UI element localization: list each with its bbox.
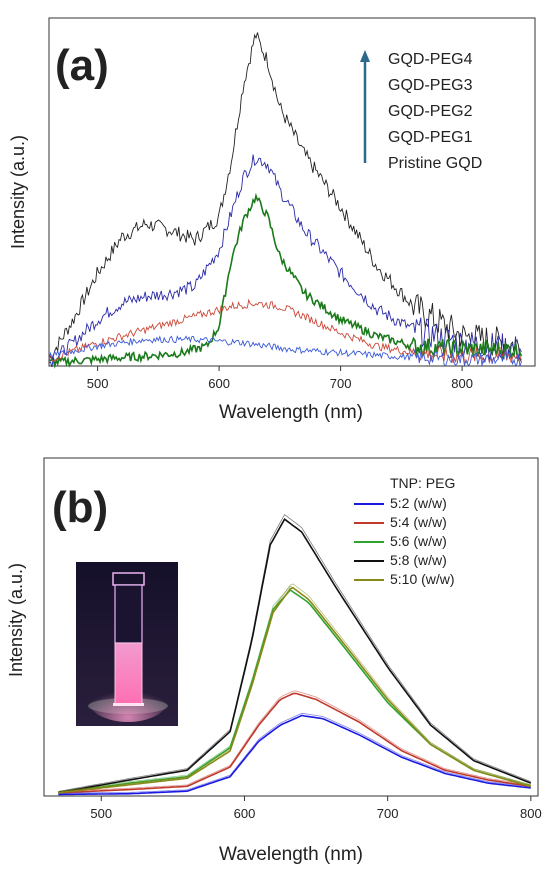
panel-b-series bbox=[58, 514, 532, 796]
cuvette-base bbox=[113, 703, 144, 706]
panel-b-series-line-1 bbox=[58, 692, 531, 794]
legend-entry-gqd-peg4: GQD-PEG4 bbox=[388, 51, 473, 68]
panel-a-xtick-label-500: 500 bbox=[87, 376, 109, 391]
panel-a-x-ticks: 500 600 700 800 bbox=[87, 366, 473, 391]
cuvette-liquid bbox=[114, 642, 143, 706]
panel-b-xlabel: Wavelength (nm) bbox=[219, 844, 363, 865]
panel-b-axes-frame bbox=[43, 457, 539, 797]
legend-entry-2: 5:6 (w/w) bbox=[390, 533, 447, 549]
cuvette-photo-inset bbox=[76, 562, 178, 726]
panel-a-xtick-label-600: 600 bbox=[208, 376, 230, 391]
panel-a-xtick-label-800: 800 bbox=[451, 376, 473, 391]
panel-a-series-line-0 bbox=[48, 32, 522, 363]
panel-a: (a) 500 600 700 800 Wavelength (nm) Intensi… bbox=[8, 17, 536, 423]
panel-b-xtick-label-500: 500 bbox=[90, 806, 112, 821]
panel-b-xtick-label-800: 800 bbox=[520, 806, 542, 821]
panel-a-axes-frame bbox=[48, 17, 536, 367]
panel-b-series-line-3 bbox=[58, 518, 532, 794]
panel-b: (b) 500 600 700 800 Wavelength (nm) Intensi… bbox=[6, 457, 542, 865]
panel-b-ylabel: Intensity (a.u.) bbox=[6, 563, 26, 677]
panel-b-xtick-label-600: 600 bbox=[234, 806, 256, 821]
panel-a-legend: GQD-PEG4 GQD-PEG3 GQD-PEG2 GQD-PEG1 Pris… bbox=[360, 50, 482, 172]
panel-a-xtick-label-700: 700 bbox=[330, 376, 352, 391]
panel-b-series-line-0 bbox=[58, 714, 531, 796]
panel-a-ylabel: Intensity (a.u.) bbox=[8, 135, 28, 249]
cuvette-upper bbox=[114, 584, 143, 644]
legend-entry-3: 5:8 (w/w) bbox=[390, 552, 447, 568]
legend-title: TNP: PEG bbox=[390, 475, 455, 491]
panel-b-series-line-4 bbox=[58, 586, 532, 794]
panel-b-series-line-0-trace bbox=[58, 712, 531, 794]
panel-b-series-line-3-trace bbox=[58, 514, 531, 792]
legend-arrow-head bbox=[360, 50, 370, 62]
legend-entry-gqd-peg1: GQD-PEG1 bbox=[388, 129, 473, 146]
panel-b-legend: TNP: PEG 5:2 (w/w) 5:4 (w/w) 5:6 (w/w) 5:8 … bbox=[354, 475, 455, 587]
panel-b-x-ticks: 500 600 700 800 bbox=[90, 796, 542, 821]
legend-entry-gqd-peg2: GQD-PEG2 bbox=[388, 103, 473, 120]
legend-entry-1: 5:4 (w/w) bbox=[390, 514, 447, 530]
panel-a-series-line-4 bbox=[48, 335, 522, 368]
legend-entry-0: 5:2 (w/w) bbox=[390, 495, 447, 511]
panel-b-label: (b) bbox=[52, 483, 108, 532]
panel-a-xlabel: Wavelength (nm) bbox=[219, 402, 363, 423]
panel-a-series bbox=[48, 32, 523, 369]
panel-a-series-line-2 bbox=[48, 192, 523, 369]
panel-b-xtick-label-700: 700 bbox=[377, 806, 399, 821]
panel-a-label: (a) bbox=[55, 41, 109, 90]
panel-b-series-line-4-trace bbox=[58, 583, 531, 792]
legend-entry-pristine-gqd: Pristine GQD bbox=[388, 155, 482, 172]
legend-entry-4: 5:10 (w/w) bbox=[390, 571, 455, 587]
panel-b-series-line-1-trace bbox=[58, 690, 531, 792]
legend-entry-gqd-peg3: GQD-PEG3 bbox=[388, 77, 473, 94]
